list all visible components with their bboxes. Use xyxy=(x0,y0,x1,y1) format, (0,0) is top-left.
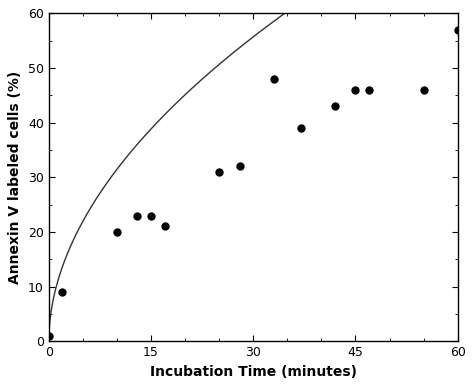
Point xyxy=(215,169,223,175)
Point xyxy=(420,87,428,93)
X-axis label: Incubation Time (minutes): Incubation Time (minutes) xyxy=(150,365,357,378)
Point xyxy=(236,163,243,170)
Point xyxy=(352,87,359,93)
Point xyxy=(454,27,462,33)
Point xyxy=(331,103,339,110)
Point xyxy=(134,212,141,219)
Point xyxy=(113,229,121,235)
Point xyxy=(161,223,168,229)
Point xyxy=(297,125,305,131)
Y-axis label: Annexin V labeled cells (%): Annexin V labeled cells (%) xyxy=(9,71,22,284)
Point xyxy=(365,87,373,93)
Point xyxy=(147,212,155,219)
Point xyxy=(45,333,53,339)
Point xyxy=(59,289,66,295)
Point xyxy=(270,76,277,82)
